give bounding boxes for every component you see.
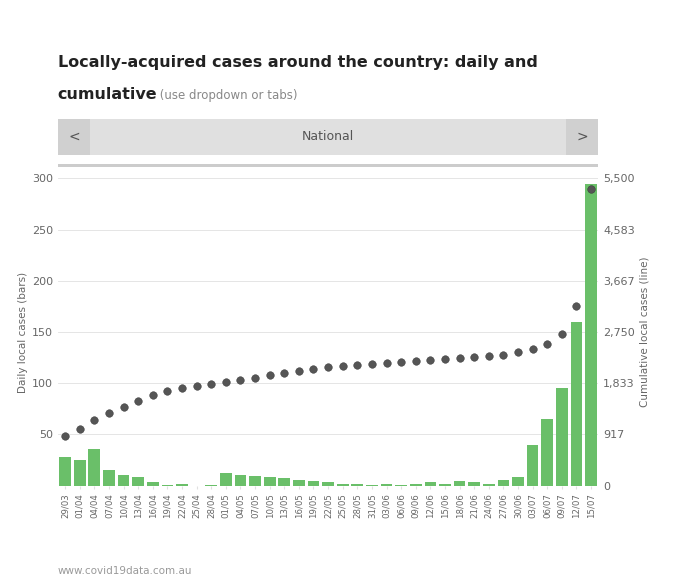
Bar bbox=[249, 476, 261, 486]
Bar bbox=[556, 388, 568, 486]
Bar bbox=[118, 475, 129, 486]
Text: cumulative: cumulative bbox=[58, 87, 158, 102]
Bar bbox=[205, 484, 217, 486]
Bar bbox=[162, 484, 173, 486]
Bar bbox=[278, 479, 290, 486]
Bar bbox=[352, 483, 363, 486]
Y-axis label: Daily local cases (bars): Daily local cases (bars) bbox=[18, 271, 28, 393]
Bar bbox=[483, 483, 494, 486]
Text: (use dropdown or tabs): (use dropdown or tabs) bbox=[156, 90, 298, 102]
Bar bbox=[395, 484, 407, 486]
Bar bbox=[264, 477, 275, 486]
Bar bbox=[541, 419, 553, 486]
Text: www.covid19data.com.au: www.covid19data.com.au bbox=[58, 566, 192, 576]
Bar bbox=[147, 483, 158, 486]
Bar bbox=[88, 449, 100, 486]
Bar bbox=[366, 484, 378, 486]
Bar bbox=[176, 483, 188, 486]
Bar bbox=[527, 445, 539, 486]
Bar bbox=[59, 457, 71, 486]
Y-axis label: Cumulative local cases (line): Cumulative local cases (line) bbox=[639, 257, 649, 407]
Bar bbox=[103, 470, 115, 486]
Bar bbox=[307, 481, 320, 486]
Bar bbox=[454, 481, 465, 486]
Bar bbox=[293, 480, 305, 486]
Bar bbox=[469, 483, 480, 486]
Bar bbox=[337, 483, 349, 486]
Text: Locally-acquired cases around the country: daily and: Locally-acquired cases around the countr… bbox=[58, 55, 538, 70]
Bar bbox=[571, 322, 582, 486]
Bar bbox=[512, 477, 524, 486]
Bar bbox=[133, 477, 144, 486]
Bar bbox=[381, 483, 392, 486]
Text: National: National bbox=[302, 130, 354, 143]
Bar bbox=[585, 184, 597, 486]
Bar bbox=[322, 483, 334, 486]
Text: >: > bbox=[576, 130, 588, 144]
Bar bbox=[74, 460, 86, 486]
Bar bbox=[498, 480, 509, 486]
Bar bbox=[410, 483, 422, 486]
Bar bbox=[220, 473, 232, 486]
Bar bbox=[439, 483, 451, 486]
Bar bbox=[235, 475, 246, 486]
Bar bbox=[424, 483, 437, 486]
Text: <: < bbox=[68, 130, 80, 144]
